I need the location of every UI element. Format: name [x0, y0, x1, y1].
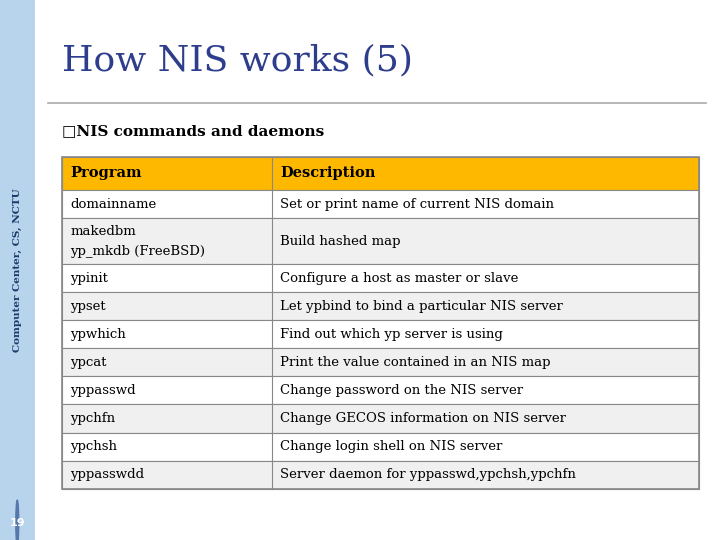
Bar [62, 404, 699, 433]
Text: Description: Description [281, 166, 376, 180]
Text: domainname: domainname [71, 198, 156, 211]
Text: ypchsh: ypchsh [71, 440, 117, 453]
Bar [62, 348, 699, 376]
Text: Find out which yp server is using: Find out which yp server is using [281, 328, 503, 341]
Text: Let ypbind to bind a particular NIS server: Let ypbind to bind a particular NIS serv… [281, 300, 563, 313]
Bar [62, 292, 699, 320]
Text: Program: Program [71, 166, 142, 180]
Text: ypwhich: ypwhich [71, 328, 126, 341]
Bar [62, 157, 699, 489]
Text: ypcat: ypcat [71, 356, 107, 369]
Bar [62, 264, 699, 292]
Text: yppasswd: yppasswd [71, 384, 136, 397]
Circle shape [16, 500, 19, 540]
Text: Configure a host as master or slave: Configure a host as master or slave [281, 272, 519, 285]
Text: Change login shell on NIS server: Change login shell on NIS server [281, 440, 503, 453]
Text: ypset: ypset [71, 300, 106, 313]
Text: 19: 19 [9, 518, 25, 528]
Text: ypinit: ypinit [71, 272, 108, 285]
Text: yppasswdd: yppasswdd [71, 468, 144, 481]
Bar [62, 190, 699, 218]
Text: □NIS commands and daemons: □NIS commands and daemons [62, 124, 324, 138]
Bar [62, 433, 699, 461]
Text: Change password on the NIS server: Change password on the NIS server [281, 384, 523, 397]
Text: How NIS works (5): How NIS works (5) [62, 43, 413, 77]
Text: Set or print name of current NIS domain: Set or print name of current NIS domain [281, 198, 554, 211]
Text: yp_mkdb (FreeBSD): yp_mkdb (FreeBSD) [71, 245, 205, 258]
Text: Build hashed map: Build hashed map [281, 234, 401, 248]
Bar [62, 320, 699, 348]
Bar [62, 218, 699, 264]
Bar [62, 157, 699, 190]
Text: makedbm: makedbm [71, 225, 136, 239]
Bar [62, 376, 699, 404]
Text: Print the value contained in an NIS map: Print the value contained in an NIS map [281, 356, 551, 369]
Bar [62, 461, 699, 489]
Text: Computer Center, CS, NCTU: Computer Center, CS, NCTU [13, 188, 22, 352]
Text: Change GECOS information on NIS server: Change GECOS information on NIS server [281, 412, 567, 425]
Text: Server daemon for yppasswd,ypchsh,ypchfn: Server daemon for yppasswd,ypchsh,ypchfn [281, 468, 577, 481]
Text: ypchfn: ypchfn [71, 412, 115, 425]
